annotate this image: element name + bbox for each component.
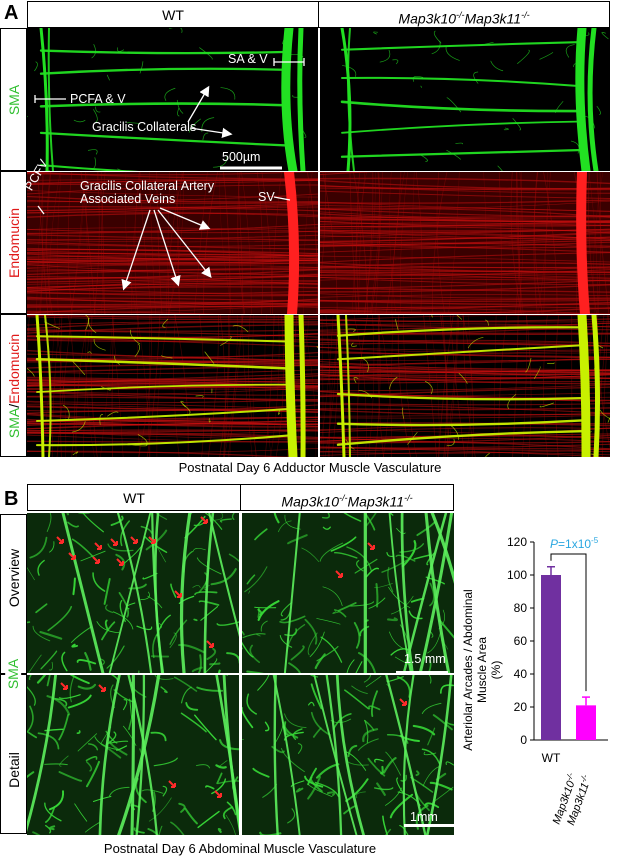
p-value-p: P — [550, 537, 558, 551]
panel-a-letter: A — [4, 2, 19, 24]
b-col-wt-label: WT — [123, 490, 145, 506]
annotation-sa-v: SA & V — [228, 52, 268, 66]
panel-a-annotation-arrows — [34, 58, 305, 291]
row-label-merge-text: SMA/Endomucin — [6, 333, 22, 437]
b-ko-gene1: Map3k10 — [281, 493, 340, 510]
ko-gene1: Map3k10 — [398, 10, 457, 27]
chart-ylabel-2: Muscle Area — [475, 637, 489, 703]
micrograph-a-ko-sma — [320, 28, 610, 171]
annotation-gracilis-collaterals: Gracilis Collaterals — [92, 120, 197, 134]
y-tick-label: 0 — [520, 733, 527, 747]
ko-gene2: Map3k11 — [464, 10, 522, 27]
row-label-endomucin: Endomucin — [0, 171, 27, 314]
y-tick-label: 120 — [507, 535, 527, 549]
row-label-merge: SMA/Endomucin — [0, 314, 27, 457]
micrograph-a-ko-merge — [320, 315, 610, 457]
ko-sup1: -/- — [456, 10, 465, 20]
category-label-ko: Map3k10-/- Map3k11-/- — [551, 771, 592, 827]
row-label-detail: Detail — [0, 674, 27, 834]
merge-sma: SMA — [5, 407, 22, 438]
arcades-bar-chart: Arteriolar Arcades / Abdominal Muscle Ar… — [461, 535, 608, 827]
panel-b-letter: B — [4, 488, 19, 510]
row-label-sma: SMA — [0, 28, 27, 171]
annotation-gca-line2: Associated Veins — [80, 192, 176, 206]
scale-bar-label-b1: 1.5 mm — [404, 652, 446, 666]
annotation-sv: SV — [258, 190, 275, 204]
panel-b-col-ko: Map3k10-/-Map3k11-/- — [240, 484, 454, 511]
panel-a-col-ko: Map3k10-/-Map3k11-/- — [318, 1, 610, 28]
chart-bars — [541, 553, 596, 740]
merge-endo: Endomucin — [5, 333, 22, 404]
chart-ylabel-3: (%) — [489, 661, 503, 680]
p-value-exp: -5 — [591, 536, 599, 545]
micrograph-a-wt-sma — [27, 28, 318, 171]
micrograph-a-wt-merge — [27, 315, 318, 457]
micrograph-a-ko-endomucin — [320, 172, 610, 314]
col-wt-label: WT — [162, 7, 184, 23]
category-label-wt: WT — [542, 751, 561, 765]
scale-bar-label-b2: 1mm — [410, 810, 438, 824]
y-tick-label: 40 — [514, 667, 528, 681]
significance-bracket — [550, 553, 587, 692]
bar-1 — [576, 705, 596, 740]
ko-sup2: -/- — [521, 10, 530, 20]
panel-a-caption: Postnatal Day 6 Adductor Muscle Vasculat… — [178, 460, 442, 475]
row-label-overview: Overview — [0, 514, 27, 674]
bar-0 — [541, 575, 561, 740]
micrograph-b-ko-overview — [242, 513, 454, 673]
cat-ko-sup2: -/- — [579, 773, 590, 783]
scale-bar-label-a: 500µm — [222, 150, 261, 164]
row-label-sma-b: SMA — [5, 656, 22, 692]
micrograph-b-wt-detail — [27, 675, 239, 835]
b-ko-gene2: Map3k11 — [347, 493, 405, 510]
b-ko-sup1: -/- — [339, 493, 348, 503]
y-tick-label: 80 — [514, 601, 528, 615]
p-value-text: =1x10 — [558, 537, 591, 551]
y-tick-label: 60 — [514, 634, 528, 648]
cat-ko-sup1: -/- — [564, 771, 575, 781]
y-tick-label: 20 — [514, 700, 528, 714]
panel-b-col-wt: WT — [27, 484, 241, 511]
annotation-gca-line1: Gracilis Collateral Artery — [80, 179, 215, 193]
micrograph-b-wt-overview — [27, 513, 239, 673]
row-label-overview-text: Overview — [5, 549, 22, 608]
row-label-detail-text: Detail — [5, 751, 22, 788]
panel-b-caption: Postnatal Day 6 Abdominal Muscle Vascula… — [103, 841, 377, 856]
micrograph-b-ko-detail — [242, 675, 454, 835]
b-ko-sup2: -/- — [404, 493, 413, 503]
p-value-label: P=1x10-5 — [550, 536, 599, 551]
micrograph-a-wt-endomucin — [27, 172, 318, 314]
y-tick-label: 100 — [507, 568, 527, 582]
annotation-pcfa-v: PCFA & V — [70, 92, 126, 106]
chart-ylabel-1: Arteriolar Arcades / Abdominal — [461, 589, 475, 750]
